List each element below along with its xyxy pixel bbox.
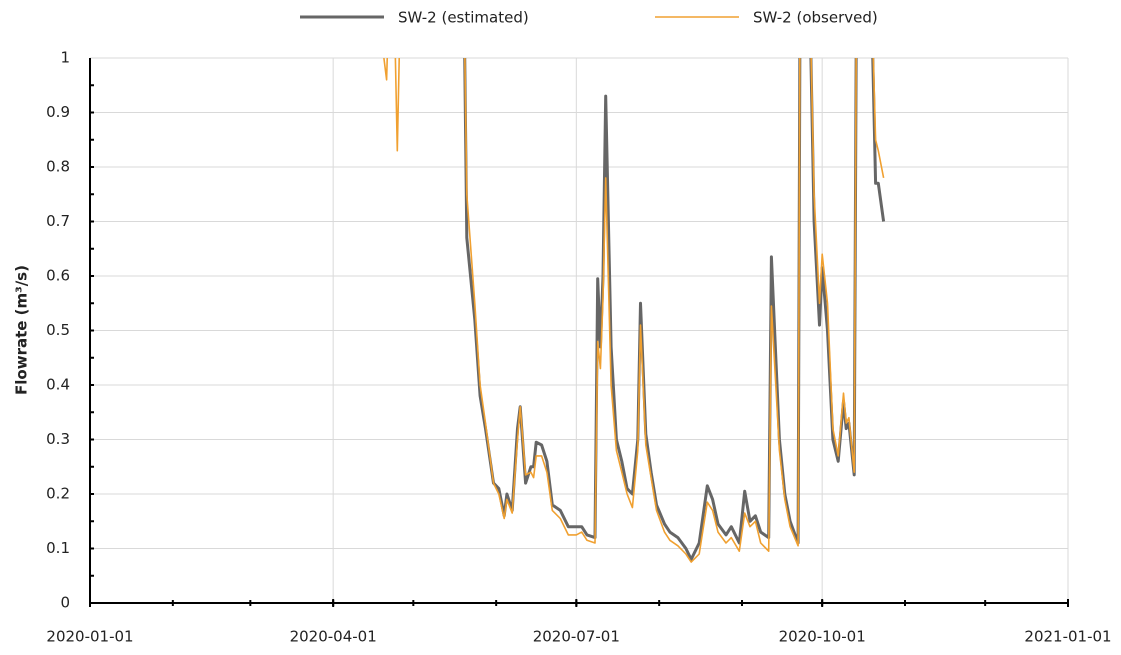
y-tick-label: 0.2: [46, 485, 70, 503]
y-tick-label: 0.4: [46, 376, 70, 394]
x-tick-label: 2020-07-01: [533, 628, 620, 646]
y-axis-label: Flowrate (m³/s): [13, 265, 31, 395]
y-tick-label: 0.8: [46, 158, 70, 176]
data-line: [383, 58, 885, 563]
x-tick-label: 2020-04-01: [290, 628, 377, 646]
y-tick-label: 0.6: [46, 267, 70, 285]
x-tick-label: 2021-01-01: [1024, 628, 1111, 646]
y-tick-label: 1: [60, 49, 70, 67]
legend-label: SW-2 (observed): [753, 9, 878, 27]
plot-area: [383, 58, 886, 563]
y-tick-label: 0.9: [46, 103, 70, 121]
legend-label: SW-2 (estimated): [398, 9, 529, 27]
y-tick-label: 0.5: [46, 321, 70, 339]
y-tick-label: 0.7: [46, 212, 70, 230]
y-tick-label: 0: [60, 594, 70, 612]
y-tick-label: 0.1: [46, 539, 70, 557]
data-line: [463, 58, 886, 561]
x-tick-label: 2020-01-01: [46, 628, 133, 646]
y-tick-label: 0.3: [46, 430, 70, 448]
x-tick-label: 2020-10-01: [779, 628, 866, 646]
